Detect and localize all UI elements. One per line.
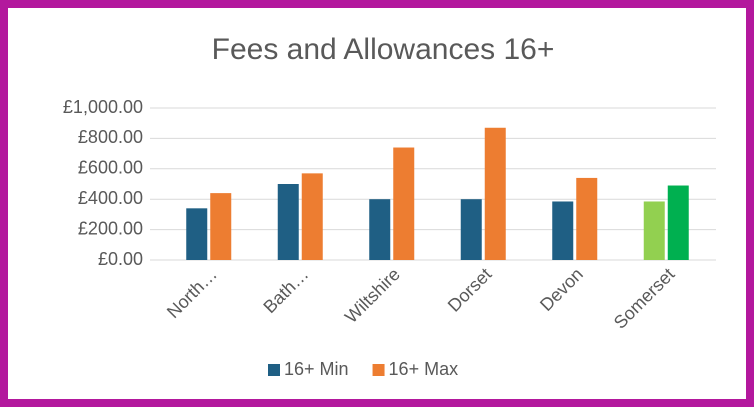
bar: [210, 193, 232, 260]
y-tick-label: £400.00: [78, 188, 143, 208]
chart-title: Fees and Allowances 16+: [212, 33, 555, 66]
bar: [301, 173, 323, 260]
legend-label: 16+ Min: [284, 359, 349, 379]
bar: [369, 199, 391, 260]
y-tick-label: £200.00: [78, 218, 143, 238]
y-tick-label: £800.00: [78, 127, 143, 147]
bar: [186, 208, 208, 260]
legend-swatch: [372, 364, 385, 376]
bar: [667, 185, 689, 260]
bar: [643, 201, 665, 260]
bar: [277, 184, 299, 260]
legend-label: 16+ Max: [389, 359, 459, 379]
bar: [460, 199, 482, 260]
y-tick-label: £0.00: [98, 249, 143, 269]
bar: [393, 147, 415, 260]
legend-swatch: [268, 364, 280, 376]
y-tick-label: £600.00: [78, 158, 143, 178]
bar: [576, 177, 598, 260]
bar: [484, 127, 506, 260]
bar: [552, 201, 574, 260]
y-tick-label: £1,000.00: [63, 97, 143, 117]
